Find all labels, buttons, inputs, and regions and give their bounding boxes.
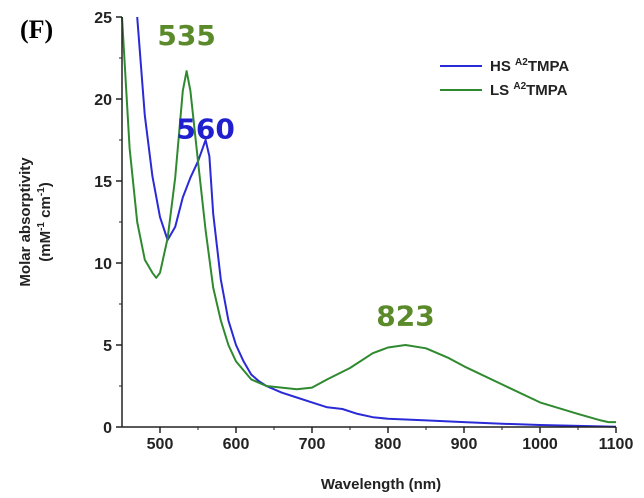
y-axis-title-line1: Molar absorptivity: [17, 157, 34, 287]
series-line-ls: [121, 16, 616, 424]
y-tick-label: 0: [103, 420, 112, 437]
peak-label-535: 535: [157, 19, 215, 52]
y-axis-title-line2: (mM-1 cm-1): [36, 182, 54, 262]
x-tick-label: 600: [223, 436, 250, 453]
y-tick-label: 20: [94, 92, 112, 109]
x-tick-label: 500: [147, 436, 174, 453]
x-tick-label: 700: [299, 436, 326, 453]
legend-label: LS A2TMPA: [490, 81, 568, 99]
legend-label: HS A2TMPA: [490, 57, 569, 75]
y-tick-label: 25: [94, 10, 112, 27]
x-tick-label: 900: [451, 436, 478, 453]
y-axis-title: Molar absorptivity (mM-1 cm-1): [17, 157, 54, 287]
x-tick-label: 1100: [599, 436, 634, 453]
peak-label-560: 560: [176, 112, 234, 145]
y-tick-label: 5: [103, 338, 112, 355]
panel-label: (F): [20, 15, 53, 44]
x-axis-title: Wavelength (nm): [321, 476, 441, 493]
series-line-hs: [136, 16, 617, 428]
peak-label-823: 823: [376, 299, 434, 332]
y-tick-label: 10: [94, 256, 112, 273]
x-tick-label: 800: [375, 436, 402, 453]
x-tick-label: 1000: [522, 436, 558, 453]
y-tick-label: 15: [94, 174, 112, 191]
